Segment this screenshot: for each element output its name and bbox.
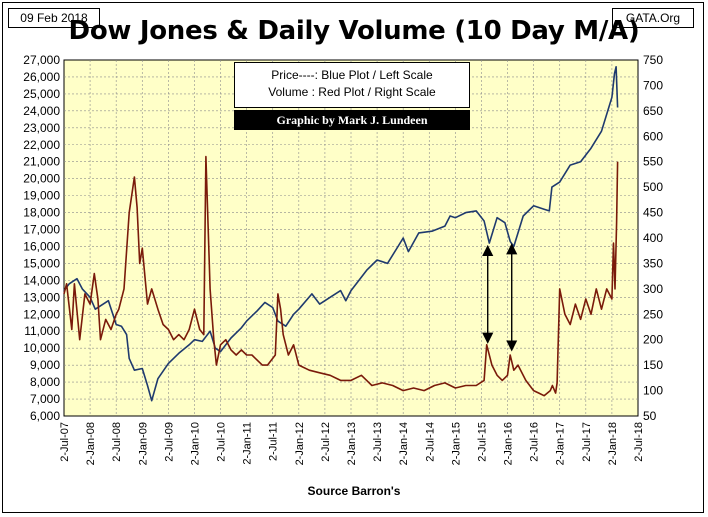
y-left-tick-label: 21,000: [23, 155, 60, 169]
chart-title: Dow Jones & Daily Volume (10 Day M/A): [68, 16, 640, 46]
x-tick-label: 2-Jul-12: [320, 422, 332, 462]
y-left-tick-label: 12,000: [23, 307, 60, 321]
x-tick-label: 2-Jan-16: [503, 422, 515, 465]
y-left-tick-label: 8,000: [30, 375, 60, 389]
x-tick-label: 2-Jul-15: [476, 422, 488, 462]
x-tick-label: 2-Jul-13: [372, 422, 384, 462]
y-right-tick-label: 300: [643, 282, 663, 296]
x-tick-label: 2-Jan-08: [85, 422, 97, 465]
y-left-tick-label: 14,000: [23, 273, 60, 287]
x-tick-label: 2-Jul-11: [268, 422, 280, 461]
y-left-tick-label: 22,000: [23, 138, 60, 152]
y-right-tick-label: 450: [643, 206, 663, 220]
x-tick-label: 2-Jan-12: [294, 422, 306, 465]
x-tick-label: 2-Jul-18: [633, 422, 645, 462]
x-tick-label: 2-Jul-09: [163, 422, 175, 462]
legend-box: Price----: Blue Plot / Left Scale Volume…: [234, 62, 470, 108]
x-tick-label: 2-Jan-15: [450, 422, 462, 465]
y-right-tick-label: 700: [643, 78, 663, 92]
date-label: 09 Feb 2018: [8, 8, 100, 28]
y-right-tick-label: 600: [643, 129, 663, 143]
x-tick-label: 2-Jul-07: [59, 422, 71, 462]
y-left-tick-label: 27,000: [23, 53, 60, 67]
y-right-tick-label: 750: [643, 53, 663, 67]
x-tick-label: 2-Jan-17: [555, 422, 567, 465]
x-tick-label: 2-Jul-17: [581, 422, 593, 462]
x-tick-label: 2-Jan-13: [346, 422, 358, 465]
y-left-tick-label: 19,000: [23, 189, 60, 203]
price-line: [63, 66, 619, 402]
source-label: Source Barron's: [307, 484, 401, 498]
y-right-tick-label: 50: [643, 409, 657, 423]
legend-price: Price----: Blue Plot / Left Scale: [271, 68, 433, 82]
y-right-tick-label: 100: [643, 384, 663, 398]
credit-label: Graphic by Mark J. Lundeen: [234, 110, 470, 130]
y-right-tick-label: 500: [643, 180, 663, 194]
y-right-tick-label: 400: [643, 231, 663, 245]
y-left-tick-label: 6,000: [30, 409, 60, 423]
x-tick-label: 2-Jan-09: [137, 422, 149, 465]
x-tick-label: 2-Jul-16: [529, 422, 541, 462]
x-tick-label: 2-Jul-08: [111, 422, 123, 462]
y-left-tick-label: 26,000: [23, 70, 60, 84]
volume-line: [63, 155, 619, 397]
x-tick-label: 2-Jan-10: [189, 422, 201, 465]
x-tick-label: 2-Jan-11: [242, 422, 254, 465]
y-left-tick-label: 17,000: [23, 223, 60, 237]
legend-volume: Volume : Red Plot / Right Scale: [268, 85, 436, 99]
y-left-tick-label: 25,000: [23, 87, 60, 101]
y-left-tick-label: 20,000: [23, 172, 60, 186]
y-right-tick-label: 350: [643, 256, 663, 270]
y-left-tick-label: 24,000: [23, 104, 60, 118]
y-left-tick-label: 11,000: [24, 324, 60, 338]
y-left-tick-label: 23,000: [23, 121, 60, 135]
y-left-tick-label: 9,000: [30, 358, 60, 372]
x-tick-label: 2-Jul-14: [424, 422, 436, 462]
y-right-tick-label: 550: [643, 155, 663, 169]
y-left-tick-label: 15,000: [23, 256, 60, 270]
y-left-tick-label: 7,000: [30, 392, 60, 406]
y-left-tick-label: 13,000: [23, 290, 60, 304]
x-tick-label: 2-Jul-10: [216, 422, 228, 462]
y-right-tick-label: 150: [643, 358, 663, 372]
y-left-tick-label: 10,000: [23, 341, 60, 355]
y-right-tick-label: 200: [643, 333, 663, 347]
y-right-tick-label: 650: [643, 104, 663, 118]
x-tick-label: 2-Jan-18: [607, 422, 619, 465]
y-right-tick-label: 250: [643, 307, 663, 321]
site-label: GATA.Org: [612, 8, 694, 28]
x-tick-label: 2-Jan-14: [398, 422, 410, 465]
y-left-tick-label: 18,000: [23, 206, 60, 220]
y-left-tick-label: 16,000: [23, 239, 60, 253]
